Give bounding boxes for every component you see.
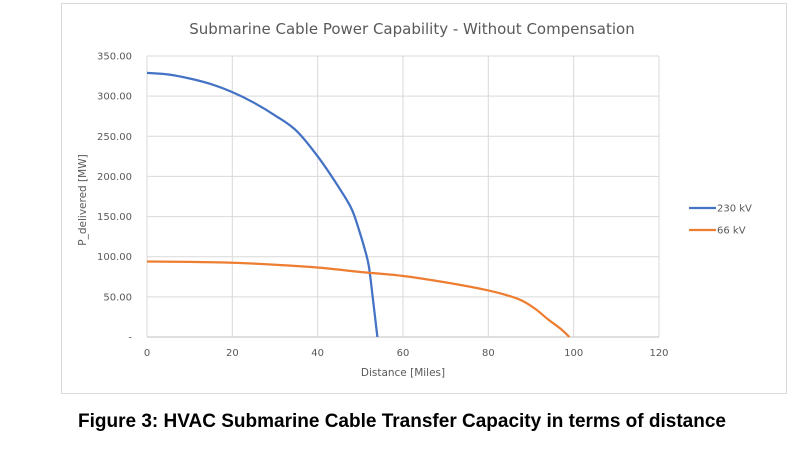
legend-label-66-kv: 66 kV [717,226,746,237]
x-tick-label: 60 [397,348,410,359]
series-line-230-kv [146,71,379,338]
x-tick-label: 80 [482,348,495,359]
y-tick-label: 100.00 [97,252,132,263]
legend: 230 kV 66 kV [689,204,752,237]
y-tick-label: - [128,333,132,344]
x-tick-label: 40 [311,348,324,359]
grid-layer [146,55,660,338]
y-tick-label: 250.00 [97,132,132,143]
series-layer [146,71,571,338]
chart-area: Submarine Cable Power Capability - Witho… [61,3,787,394]
chart-svg: Submarine Cable Power Capability - Witho… [77,20,752,379]
y-tick-label: 50.00 [103,292,132,303]
tick-layer: - 50.00 100.00 150.00 200.00 250.00 300.00 350.… [97,52,669,360]
x-tick-label: 100 [564,348,583,359]
x-axis-title: Distance [Miles] [361,367,445,379]
y-tick-label: 200.00 [97,172,132,183]
y-tick-label: 350.00 [97,52,132,63]
y-tick-label: 300.00 [97,92,132,103]
legend-label-230-kv: 230 kV [717,204,752,215]
y-axis-title: P_delivered [MW] [77,154,89,245]
x-tick-label: 20 [226,348,239,359]
figure-caption: Figure 3: HVAC Submarine Cable Transfer … [78,411,726,432]
chart-title: Submarine Cable Power Capability - Witho… [189,20,634,38]
x-tick-label: 0 [144,348,150,359]
x-tick-label: 120 [649,348,668,359]
y-tick-label: 150.00 [97,212,132,223]
series-line-66-kv [146,260,571,338]
